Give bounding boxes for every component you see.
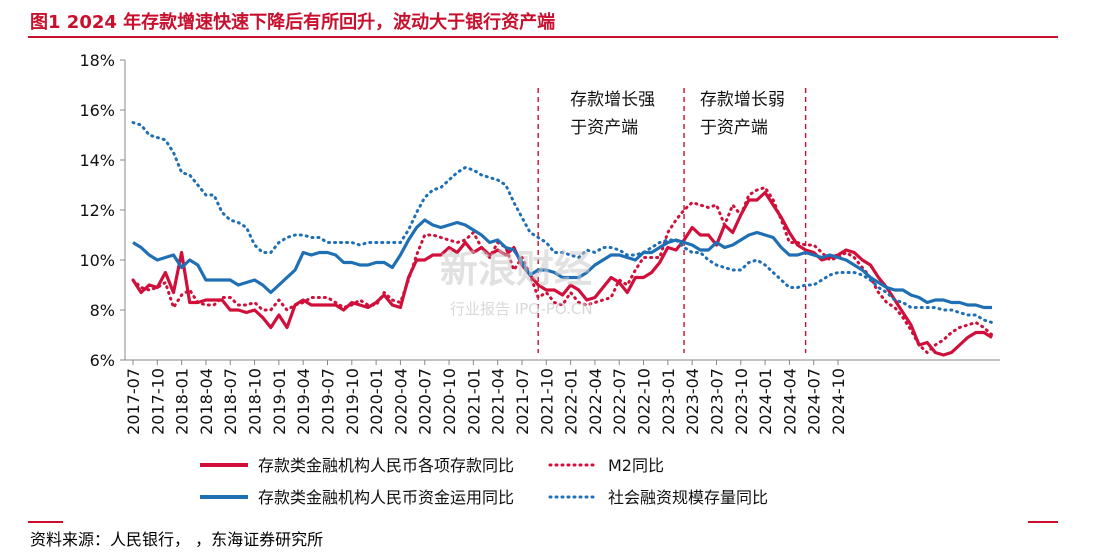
source-rule-left bbox=[28, 521, 63, 523]
period-annotation: 存款增长强 bbox=[570, 90, 655, 110]
x-tick-label: 2021-10 bbox=[537, 368, 556, 435]
x-tick-label: 2020-01 bbox=[367, 368, 386, 435]
y-tick-label: 18% bbox=[79, 51, 115, 70]
x-tick-label: 2020-04 bbox=[391, 368, 410, 435]
x-tick-label: 2023-04 bbox=[683, 368, 702, 435]
watermark: 新浪财经 行业报告 IPO-PO.CN bbox=[440, 247, 593, 318]
x-tick-label: 2024-01 bbox=[756, 368, 775, 435]
legend-label: 存款类金融机构人民币资金运用同比 bbox=[258, 488, 514, 507]
x-tick-label: 2021-07 bbox=[513, 368, 532, 435]
x-tick-label: 2019-04 bbox=[294, 368, 313, 435]
period-annotation: 于资产端 bbox=[700, 118, 768, 138]
x-tick-label: 2018-04 bbox=[197, 368, 216, 435]
figure-title: 图1 2024 年存款增速快速下降后有所回升，波动大于银行资产端 bbox=[30, 12, 556, 33]
x-tick-label: 2021-04 bbox=[489, 368, 508, 435]
x-tick-label: 2021-01 bbox=[464, 368, 483, 435]
x-tick-label: 2022-07 bbox=[610, 368, 629, 435]
series-line bbox=[131, 186, 994, 354]
x-tick-label: 2017-07 bbox=[124, 368, 143, 435]
source-rule-right bbox=[1028, 521, 1058, 523]
x-tick-label: 2022-01 bbox=[562, 368, 581, 435]
y-tick-label: 6% bbox=[90, 351, 115, 370]
series-line bbox=[131, 190, 993, 357]
x-tick-label: 2019-10 bbox=[343, 368, 362, 435]
legend-label: 存款类金融机构人民币各项存款同比 bbox=[258, 456, 514, 475]
x-tick-label: 2022-10 bbox=[635, 368, 654, 435]
x-tick-label: 2024-04 bbox=[780, 368, 799, 435]
legend-label: M2同比 bbox=[608, 456, 664, 475]
y-tick-label: 12% bbox=[79, 201, 115, 220]
x-tick-label: 2020-07 bbox=[416, 368, 435, 435]
x-tick-label: 2020-10 bbox=[440, 368, 459, 435]
legend-label: 社会融资规模存量同比 bbox=[608, 488, 768, 507]
x-tick-label: 2022-04 bbox=[586, 368, 605, 435]
watermark-main: 新浪财经 bbox=[440, 247, 592, 291]
x-tick-label: 2018-07 bbox=[221, 368, 240, 435]
title-rule bbox=[28, 36, 1058, 38]
watermark-sub: 行业报告 IPO-PO.CN bbox=[450, 300, 593, 318]
y-tick-label: 14% bbox=[79, 151, 115, 170]
x-tick-label: 2023-07 bbox=[707, 368, 726, 435]
source-note: 资料来源：人民银行， ，东海证券研究所 bbox=[30, 530, 324, 549]
x-tick-label: 2023-10 bbox=[732, 368, 751, 435]
y-tick-label: 8% bbox=[90, 301, 115, 320]
period-annotation: 于资产端 bbox=[570, 118, 638, 138]
x-tick-label: 2019-01 bbox=[270, 368, 289, 435]
series-line bbox=[132, 218, 992, 310]
x-tick-label: 2024-10 bbox=[829, 368, 848, 435]
period-annotation: 存款增长弱 bbox=[700, 90, 785, 110]
x-tick-label: 2017-10 bbox=[148, 368, 167, 435]
y-tick-label: 10% bbox=[79, 251, 115, 270]
x-tick-label: 2024-07 bbox=[805, 368, 824, 435]
x-tick-label: 2018-10 bbox=[246, 368, 265, 435]
x-tick-label: 2018-01 bbox=[173, 368, 192, 435]
y-tick-label: 16% bbox=[79, 101, 115, 120]
x-tick-label: 2023-01 bbox=[659, 368, 678, 435]
series-line bbox=[131, 121, 994, 324]
plot-area: 6% 8% 10% 12% 14% 16% 18% 2017-07 2017-10 2018-01… bbox=[79, 51, 1000, 435]
x-tick-label: 2019-07 bbox=[318, 368, 337, 435]
